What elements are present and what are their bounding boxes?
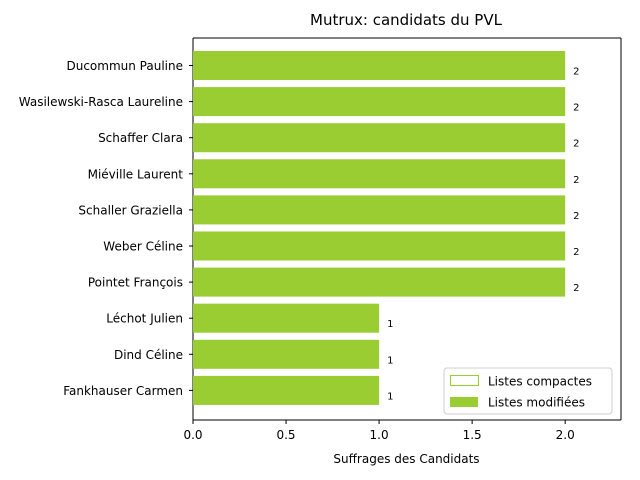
x-tick-label: 0.0 <box>183 428 202 442</box>
data-label: 2 <box>573 67 579 78</box>
category-label: Ducommun Pauline <box>66 59 183 73</box>
category-label: Dind Céline <box>114 348 183 362</box>
legend-label-modifiees: Listes modifiées <box>488 396 585 410</box>
category-label: Pointet François <box>88 276 183 290</box>
bar-modifiees <box>193 231 566 261</box>
data-label: 2 <box>573 247 579 258</box>
bar-modifiees <box>193 303 380 333</box>
data-label: 2 <box>573 175 579 186</box>
bar-modifiees <box>193 51 566 80</box>
legend-swatch-compactes <box>450 375 479 386</box>
bar-modifiees <box>193 159 566 189</box>
category-label: Weber Céline <box>103 240 183 254</box>
bar-modifiees <box>193 267 566 297</box>
category-label: Fankhauser Carmen <box>63 384 183 398</box>
category-label: Miéville Laurent <box>88 167 184 181</box>
category-label: Schaller Graziella <box>78 203 183 217</box>
data-label: 2 <box>573 283 579 294</box>
category-label: Léchot Julien <box>106 312 183 326</box>
legend-box <box>443 367 613 415</box>
x-tick-label: 2.0 <box>556 428 575 442</box>
data-label: 2 <box>573 139 579 150</box>
bar-modifiees <box>193 123 566 153</box>
x-axis-title: Suffrages des Candidats <box>333 452 479 466</box>
category-label: Wasilewski-Rasca Laureline <box>19 95 183 109</box>
data-label: 2 <box>573 211 579 222</box>
legend-swatch-modifiees <box>450 397 478 407</box>
data-label: 1 <box>387 391 393 402</box>
x-axis-ticks: 0.0 0.5 1.0 1.5 2.0 <box>183 420 575 442</box>
bars-group <box>193 51 566 405</box>
x-tick-label: 1.5 <box>463 428 482 442</box>
bar-modifiees <box>193 339 380 369</box>
category-labels: Ducommun Pauline Wasilewski-Rasca Laureli… <box>19 59 184 398</box>
x-tick-label: 0.5 <box>276 428 295 442</box>
bar-modifiees <box>193 195 566 225</box>
chart-title: Mutrux: candidats du PVL <box>310 11 503 29</box>
bar-modifiees <box>193 375 380 405</box>
bar-modifiees <box>193 87 566 117</box>
data-labels: 2 2 2 2 2 2 2 1 1 1 <box>387 67 579 403</box>
x-tick-label: 1.0 <box>370 428 389 442</box>
data-label: 1 <box>387 319 393 330</box>
legend: Listes compactes Listes modifiées <box>443 367 613 415</box>
data-label: 2 <box>573 103 579 114</box>
category-label: Schaffer Clara <box>98 131 183 145</box>
data-label: 1 <box>387 355 393 366</box>
legend-label-compactes: Listes compactes <box>488 375 592 389</box>
